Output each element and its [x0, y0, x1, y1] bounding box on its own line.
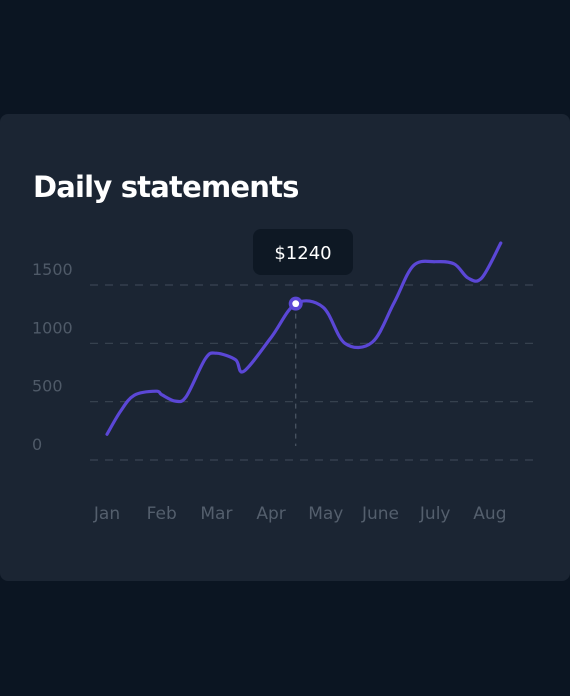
x-tick-label: Aug: [473, 504, 506, 524]
y-tick-label: 1000: [32, 318, 73, 337]
x-tick-label: July: [419, 504, 451, 524]
tooltip-value-label: $1240: [274, 243, 331, 264]
y-tick-label: 500: [32, 377, 63, 396]
y-tick-label: 0: [32, 435, 42, 454]
highlight-point-inner: [292, 300, 299, 307]
x-tick-label: May: [308, 504, 343, 524]
x-tick-label: June: [361, 504, 399, 524]
x-tick-label: Apr: [256, 504, 285, 524]
x-tick-label: Jan: [93, 504, 120, 524]
y-tick-label: 1500: [32, 260, 73, 279]
x-tick-label: Feb: [147, 504, 177, 524]
x-tick-label: Mar: [200, 504, 232, 524]
value-tooltip: $1240: [253, 229, 353, 275]
chart-card: Daily statements 0 500 1000 1500 Jan Feb Mar A…: [0, 114, 570, 581]
